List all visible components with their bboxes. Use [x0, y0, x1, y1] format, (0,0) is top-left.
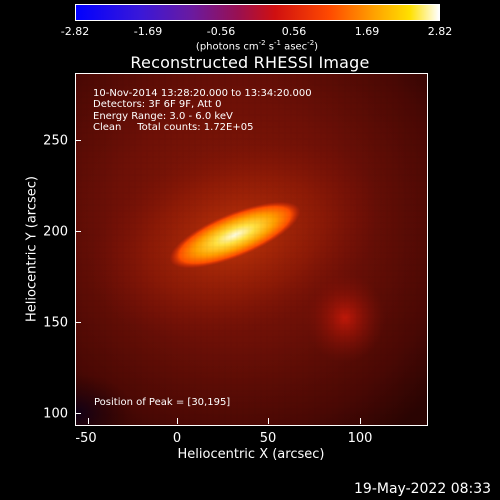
y-tick-mark — [75, 140, 81, 141]
x-tick-label: -50 — [75, 431, 97, 446]
colorbar-tick: 2.82 — [427, 25, 453, 38]
colorbar-tick: -2.82 — [60, 25, 90, 38]
x-tick-mark — [177, 418, 178, 424]
x-axis-label: Heliocentric X (arcsec) — [177, 447, 325, 462]
observation-info: 10-Nov-2014 13:28:20.000 to 13:34:20.000… — [93, 88, 312, 134]
x-tick-mark — [88, 418, 89, 424]
clean-counts: Clean Total counts: 1.72E+05 — [93, 122, 254, 134]
y-tick-mark — [75, 413, 81, 414]
x-tick-mark — [268, 418, 269, 424]
y-axis-label: Heliocentric Y (arcsec) — [24, 176, 40, 322]
colorbar-tick: -0.56 — [206, 25, 236, 38]
plot-title: Reconstructed RHESSI Image — [130, 53, 370, 72]
colorbar-units: (photons cm-2 s-1 asec-2) — [195, 39, 319, 53]
y-tick-mark — [75, 231, 81, 232]
y-tick-mark — [75, 322, 81, 323]
colorbar-tick: 1.69 — [354, 25, 380, 38]
x-tick-label: 50 — [259, 431, 277, 446]
x-tick-label: 0 — [172, 431, 182, 446]
timestamp: 19-May-2022 08:33 — [354, 481, 492, 497]
y-tick-label: 100 — [43, 406, 68, 422]
colorbar-tick: 0.56 — [281, 25, 307, 38]
colorbar-gradient — [75, 4, 439, 20]
x-tick-mark — [360, 418, 361, 424]
time-range: 10-Nov-2014 13:28:20.000 to 13:34:20.000 — [93, 88, 312, 99]
detectors: Detectors: 3F 6F 9F, Att 0 — [93, 99, 222, 111]
y-tick-label: 200 — [43, 224, 68, 240]
colorbar-tick: -1.69 — [133, 25, 163, 38]
peak-position: Position of Peak = [30,195] — [94, 397, 231, 408]
y-tick-label: 250 — [43, 133, 68, 149]
energy-range: Energy Range: 3.0 - 6.0 keV — [93, 110, 233, 122]
colorbar-frame — [75, 4, 440, 21]
x-tick-label: 100 — [347, 431, 373, 446]
rhessi-image — [75, 73, 427, 425]
y-tick-label: 150 — [43, 315, 68, 331]
